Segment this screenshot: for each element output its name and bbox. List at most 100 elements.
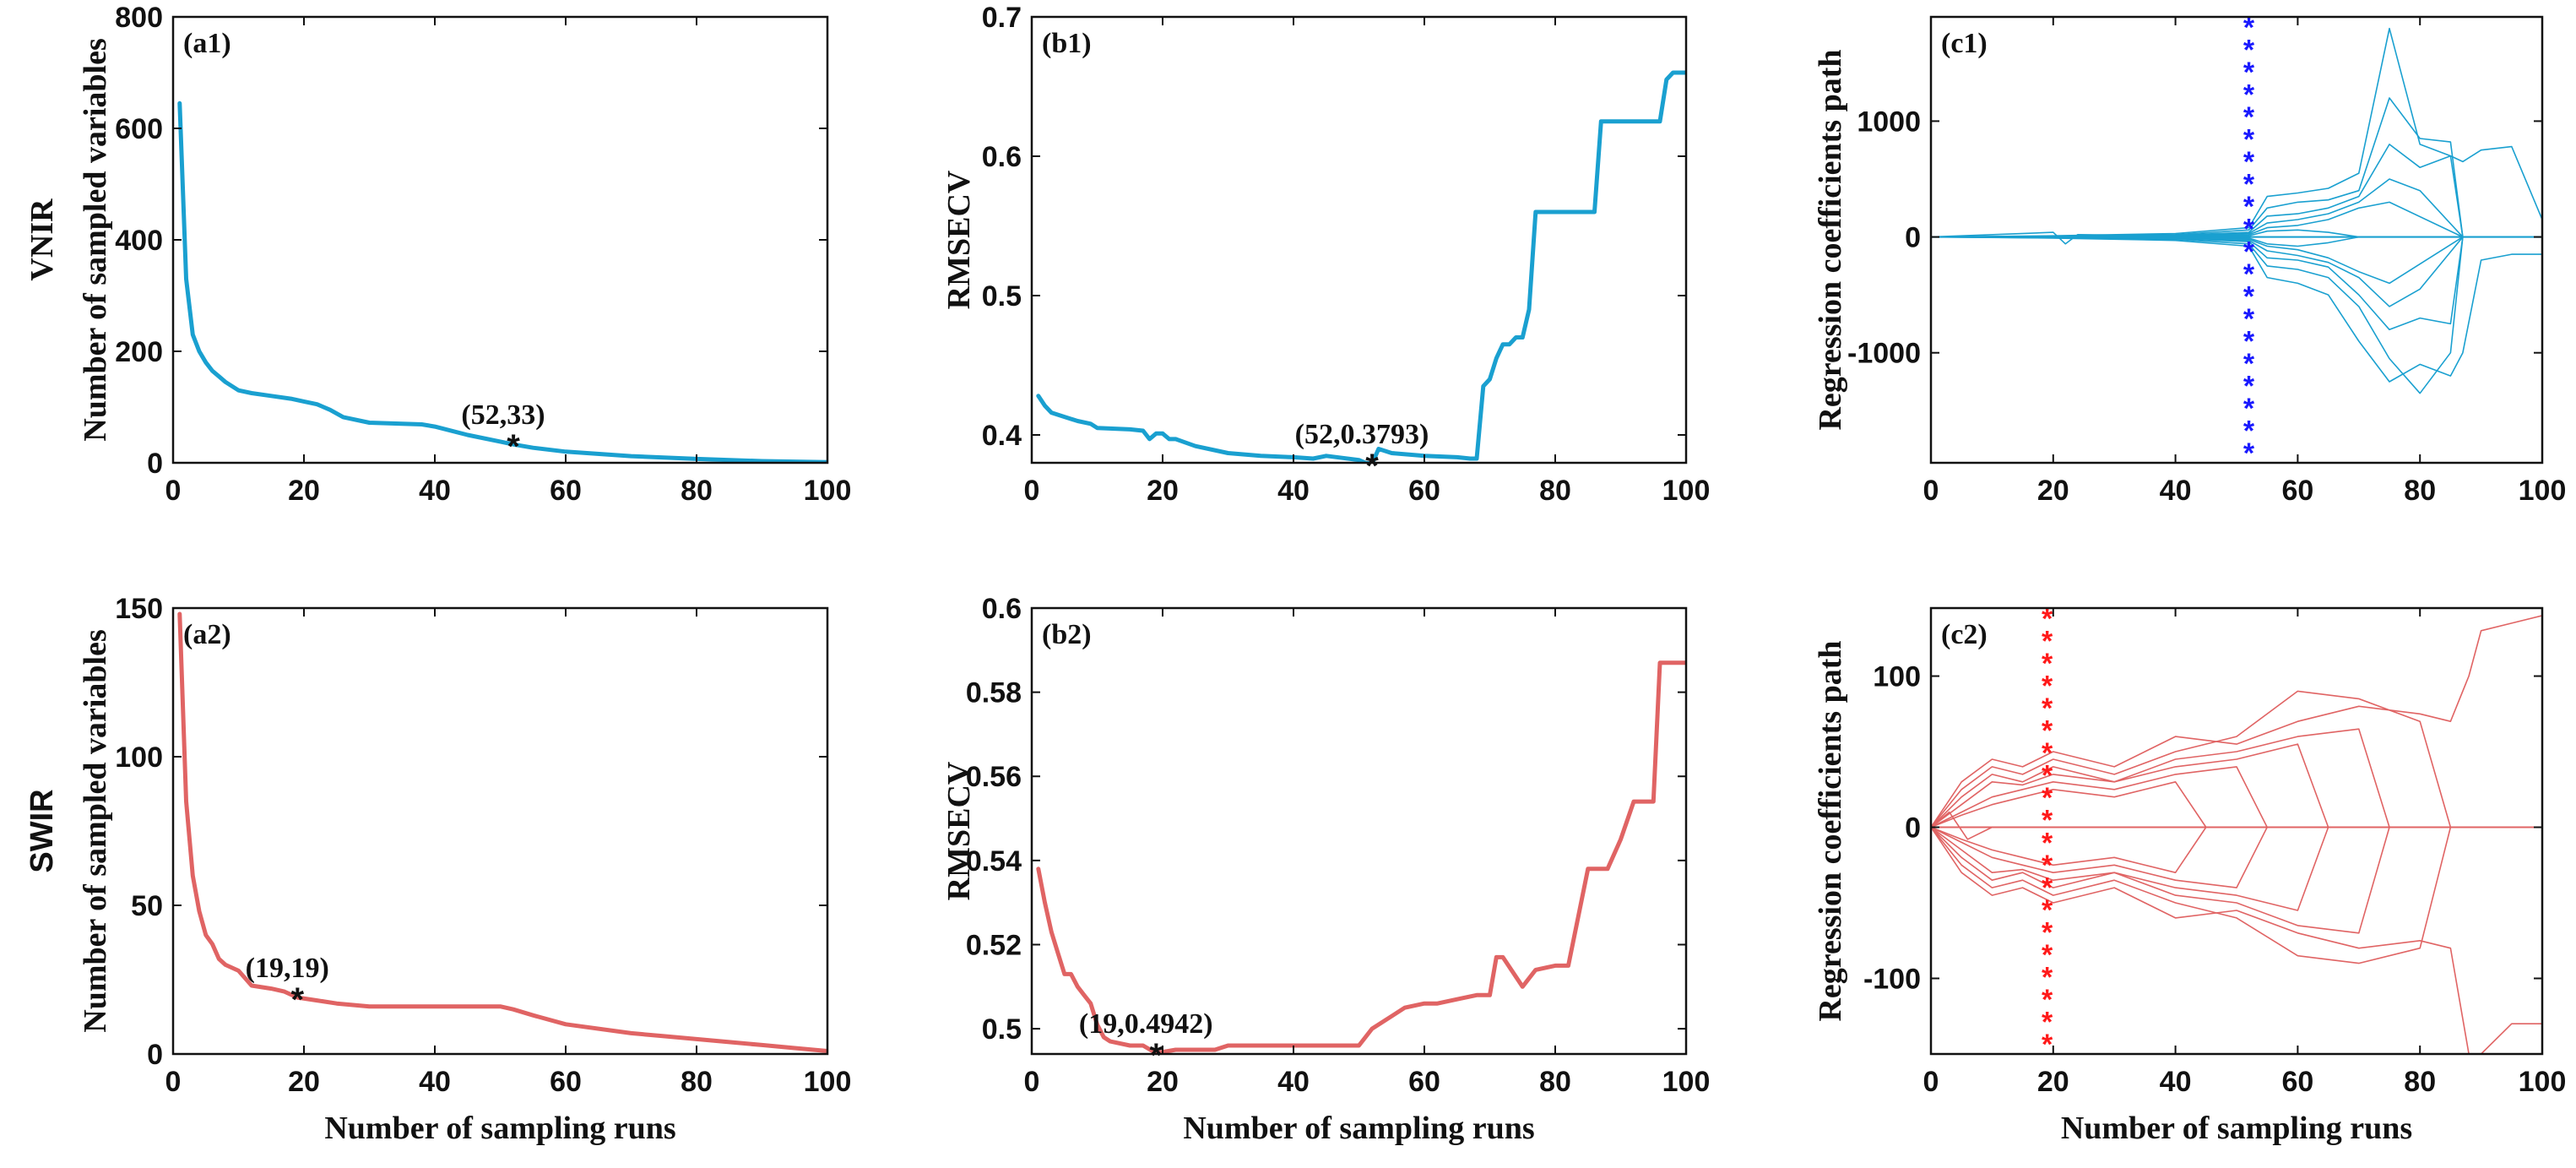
series-group [1036,660,1686,1054]
series-line-12 [1931,811,2542,840]
selected-run-marker: * [2042,626,2053,658]
y-tick-label: 0.52 [966,929,1022,961]
y-tick-label: 0.7 [982,2,1022,34]
x-tick-label: 20 [2037,1066,2069,1098]
series-line-6 [1931,743,2542,828]
series-line-9 [1931,826,2542,888]
selected-run-marker: * [2243,303,2255,335]
panel-b2: *(19,0.4942) 0 20 40 60 80 100 0.5 0.52 0.54 0.56 0… [941,593,1710,1146]
selected-run-marker: * [2042,984,2053,1016]
x-tick-label: 60 [1408,475,1440,507]
series-line-11 [1931,236,2542,247]
panel-c1: ********************0 20 40 60 80 100-1000010… [1813,12,2566,507]
series-line-0 [1036,660,1686,1054]
panel-label: (b2) [1042,619,1092,650]
x-tick-label: 0 [1923,1066,1939,1098]
selected-run-marker: * [2243,437,2255,470]
selected-run-marker: * [2243,101,2255,133]
x-tick-label: 40 [1277,475,1310,507]
y-tick-label: -1000 [1847,338,1921,370]
y-tick-label: 0 [147,448,163,480]
series-line-3 [1931,826,2542,964]
optimum-marker: * [290,981,304,1019]
selected-run-marker: * [2243,214,2255,246]
selected-run-marker: * [2042,693,2053,725]
x-axis-label: Number of sampling runs [324,1111,675,1146]
selected-run-marker: * [2243,169,2255,201]
plot-frame [1030,15,1688,464]
panel-label: (c2) [1941,619,1988,650]
optimum-marker: * [507,428,520,465]
y-axis-label: RMSECV [941,761,977,900]
selected-run-marker: * [2042,1006,2053,1038]
selected-run-marker: * [2243,348,2255,380]
plot-frame [1929,606,2544,1056]
selected-run-marker: * [2042,737,2053,769]
series-line-0 [1931,27,2542,238]
plot-frame [171,606,829,1056]
x-tick-label: 80 [681,475,713,507]
series-line-1 [1931,826,2542,1054]
x-axis-label: Number of sampling runs [2061,1111,2412,1146]
optimum-label: (19,19) [246,953,329,984]
panel-a2: *(19,19) 0 20 40 60 80 100 0 50 100 150 (a2) Number … [24,593,851,1146]
selected-run-marker: * [2243,57,2255,89]
y-tick-label: 0 [147,1039,163,1071]
series-line-2 [1931,690,2542,828]
x-tick-label: 60 [2281,475,2313,507]
selected-run-marker: * [2042,603,2053,635]
y-tick-label: 200 [115,336,163,368]
x-tick-label: 100 [1662,475,1711,507]
series-line-0 [177,611,827,1053]
x-tick-label: 20 [1147,1066,1179,1098]
panel-label: (a1) [183,28,231,59]
x-tick-label: 80 [2404,1066,2436,1098]
series-line-7 [1931,236,2542,307]
x-tick-label: 0 [165,475,182,507]
plot-frame [1030,606,1688,1056]
y-tick-label: 0 [1905,812,1921,845]
x-tick-label: 0 [1024,1066,1040,1098]
panel-c2: ********************0 20 40 60 80 100-1000100… [1813,603,2566,1146]
selected-run-marker: * [2243,79,2255,111]
x-tick-label: 0 [1923,475,1939,507]
optimum-label: (52,0.3793) [1295,419,1429,450]
selected-run-marker: * [2042,850,2053,882]
y-tick-label: 800 [115,2,163,34]
x-tick-label: 20 [288,1066,320,1098]
series-line-8 [1931,201,2542,238]
row-label-swir: SWIR [24,789,60,872]
y-tick-label: 0.58 [966,677,1022,709]
x-tick-label: 100 [804,1066,852,1098]
selected-run-marker: * [2042,916,2053,948]
series-line-0 [1036,70,1686,463]
series-group [177,101,827,463]
y-axis-label: Number of sampled variables [78,38,113,441]
x-tick-label: 0 [1024,475,1040,507]
series-line-3 [1931,236,2542,394]
series-group [1036,70,1686,463]
selected-run-marker: * [2042,648,2053,680]
series-line-0 [1931,615,2542,828]
x-tick-label: 0 [165,1066,182,1098]
selected-run-marker: * [2243,12,2255,44]
x-tick-label: 40 [1277,1066,1310,1098]
selected-run-marker: * [2243,146,2255,178]
x-tick-label: 80 [681,1066,713,1098]
optimum-marker: * [1365,448,1379,485]
y-tick-label: 0.5 [982,1013,1022,1046]
selected-run-marker: * [2042,805,2053,837]
series-line-11 [1931,826,2542,873]
selected-run-marker: * [2243,191,2255,223]
y-tick-label: 0.6 [982,141,1022,173]
y-tick-label: 0.4 [982,420,1022,452]
optimum-label: (19,0.4942) [1079,1008,1213,1040]
x-tick-label: 100 [2519,475,2567,507]
y-tick-label: 100 [115,742,163,774]
series-group [1931,615,2542,1054]
selected-run-marker: * [2243,236,2255,268]
x-tick-label: 20 [2037,475,2069,507]
series-line-10 [1931,780,2542,828]
series-line-0 [177,101,827,463]
